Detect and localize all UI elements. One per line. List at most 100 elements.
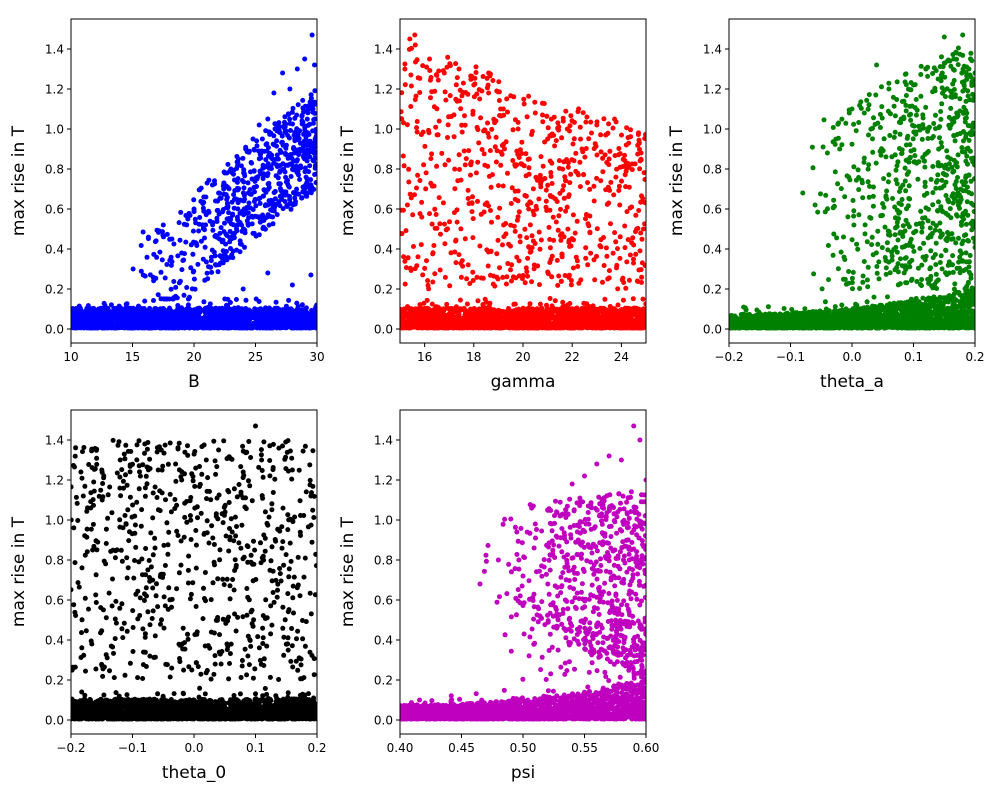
data-point [560, 299, 566, 305]
data-point [201, 299, 207, 305]
data-point [235, 156, 241, 162]
data-point [580, 313, 586, 318]
data-point [171, 279, 177, 284]
data-point [175, 325, 181, 331]
data-point [235, 217, 241, 223]
data-point [256, 156, 262, 162]
data-point [214, 215, 220, 221]
data-point [240, 190, 246, 196]
data-point [103, 325, 109, 331]
data-point [286, 184, 292, 190]
data-point [76, 308, 82, 314]
data-point [184, 285, 190, 290]
data-point [243, 146, 249, 152]
x-tick-label: 25 [248, 350, 263, 364]
data-point [288, 174, 294, 179]
data-point [184, 316, 190, 322]
data-point [193, 323, 199, 329]
data-point [199, 325, 205, 331]
data-point [215, 269, 221, 275]
data-point [311, 117, 317, 123]
data-point [305, 103, 311, 109]
data-point [74, 324, 80, 330]
data-point [181, 292, 187, 298]
data-point [241, 226, 246, 232]
data-point [206, 208, 211, 214]
data-point [262, 314, 267, 320]
data-point [196, 305, 202, 311]
data-point [263, 157, 269, 163]
data-point [241, 170, 247, 176]
data-point [303, 156, 309, 162]
data-point [209, 182, 215, 188]
data-point [526, 305, 532, 311]
data-point [195, 261, 201, 267]
data-point [273, 324, 279, 330]
data-point [524, 319, 530, 325]
data-point [279, 311, 285, 317]
data-point [424, 297, 430, 303]
data-point [307, 154, 313, 160]
data-point [204, 270, 210, 276]
data-point [220, 253, 226, 259]
data-point [114, 316, 120, 322]
data-point [233, 297, 239, 302]
data-point [155, 292, 161, 298]
data-point [511, 301, 517, 307]
data-point [110, 315, 116, 320]
data-point [306, 169, 312, 175]
data-point [273, 173, 279, 179]
y-tick-label: 1.0 [45, 123, 64, 137]
data-point [244, 308, 250, 313]
data-point [177, 237, 183, 243]
data-point [248, 169, 253, 175]
data-point [201, 194, 207, 200]
data-point [174, 295, 180, 301]
data-point [292, 201, 298, 207]
data-point [280, 161, 286, 167]
data-point [308, 98, 314, 104]
data-point [152, 321, 158, 327]
data-point [133, 324, 139, 330]
data-point [263, 142, 269, 147]
data-point [236, 186, 242, 192]
data-point [296, 317, 302, 322]
data-point [149, 318, 155, 324]
data-point [314, 171, 317, 177]
data-point [291, 146, 297, 152]
data-point [105, 306, 111, 311]
y-axis-label: max rise in T [9, 125, 29, 236]
data-point [302, 169, 308, 175]
data-point [539, 306, 545, 311]
data-point [275, 305, 281, 311]
data-point [181, 221, 187, 227]
data-point [294, 186, 300, 192]
data-point [287, 307, 293, 313]
data-point [226, 306, 232, 312]
data-point [191, 307, 197, 313]
data-point [296, 136, 302, 142]
data-point [274, 152, 280, 158]
data-point [235, 197, 241, 203]
data-point [229, 252, 235, 258]
data-point [565, 302, 571, 308]
data-point [237, 210, 243, 216]
data-point [154, 227, 160, 233]
data-point [312, 62, 317, 68]
data-point [290, 121, 295, 127]
data-point [187, 212, 193, 218]
data-point [274, 143, 279, 149]
data-point [269, 316, 275, 322]
data-point [138, 268, 144, 274]
x-tick-label: 15 [125, 350, 140, 364]
data-point [312, 150, 317, 156]
data-point [245, 180, 251, 186]
data-point [218, 225, 224, 231]
data-point [287, 116, 293, 122]
data-point [209, 269, 215, 275]
y-tick-label: 0.2 [45, 283, 64, 297]
data-point [622, 312, 628, 317]
y-tick-label: 1.4 [45, 43, 64, 57]
y-tick-label: 0.8 [45, 163, 64, 177]
data-point [311, 102, 316, 108]
